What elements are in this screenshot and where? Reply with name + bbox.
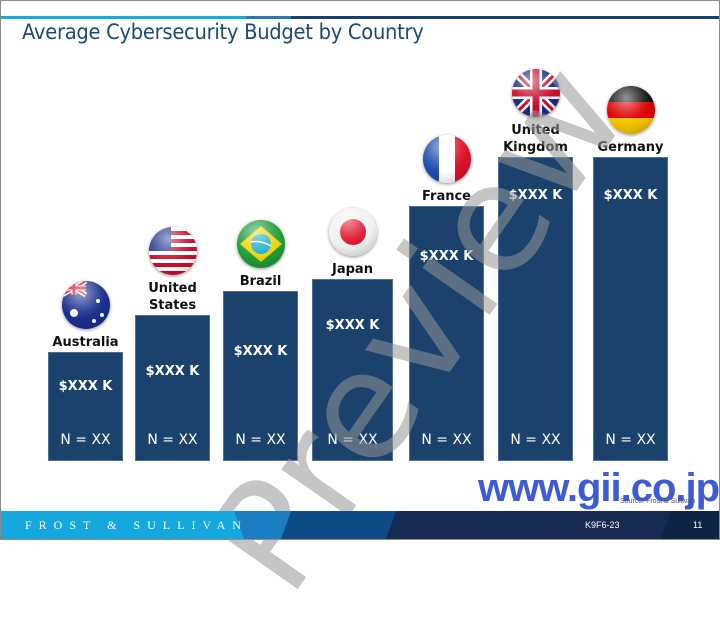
category-label: France [421, 189, 471, 204]
source-note: Source: Frost & Sullivan [620, 498, 696, 505]
data-label: $XXX K [508, 188, 563, 203]
bar-united-states: $XXX K N = XX [135, 315, 210, 461]
footer-segment [280, 511, 397, 539]
category-label: United States [148, 281, 197, 313]
bar-france: $XXX K N = XX [409, 206, 484, 461]
category-label: Brazil [239, 274, 282, 289]
france-flag-icon [422, 135, 471, 183]
category-label: United Kingdom [503, 123, 568, 155]
footer-bar: FROST & SULLIVAN K9F6-23 11 [1, 511, 719, 539]
slide-title: Average Cybersecurity Budget by Country [22, 20, 424, 44]
us-flag-icon [148, 227, 197, 275]
page-number: 11 [693, 520, 703, 530]
bar-brazil: $XXX K N = XX [223, 291, 298, 461]
data-label: $XXX K [419, 249, 474, 264]
data-label: $XXX K [145, 364, 200, 379]
top-accent-line [1, 16, 719, 19]
sample-size-label: N = XX [510, 432, 561, 448]
bar-australia: $XXX K N = XX [48, 352, 123, 461]
australia-flag-icon [61, 281, 110, 329]
japan-flag-icon [328, 208, 377, 256]
footer-segment [1, 511, 256, 539]
footer-segment [660, 511, 719, 539]
brand-logo: FROST & SULLIVAN [25, 518, 248, 532]
bar-chart: $XXX K N = XX Australia $XXX K N = XX United S… [48, 69, 668, 461]
site-watermark: www.gii.co.jp [478, 466, 720, 510]
data-label: $XXX K [233, 344, 288, 359]
bar-united-kingdom: $XXX K N = XX [498, 157, 573, 461]
bar-japan: $XXX K N = XX [312, 279, 393, 461]
sample-size-label: N = XX [60, 432, 111, 448]
sample-size-label: N = XX [235, 432, 286, 448]
sample-size-label: N = XX [421, 432, 472, 448]
germany-flag-icon [606, 86, 655, 134]
sample-size-label: N = XX [327, 432, 378, 448]
bar-germany: $XXX K N = XX [593, 157, 668, 461]
data-label: $XXX K [325, 318, 380, 333]
category-label: Japan [332, 262, 373, 277]
data-label: $XXX K [58, 379, 113, 394]
uk-flag-icon [511, 69, 560, 117]
report-code: K9F6-23 [585, 520, 620, 530]
sample-size-label: N = XX [605, 432, 656, 448]
category-label: Australia [52, 335, 119, 350]
sample-size-label: N = XX [147, 432, 198, 448]
data-label: $XXX K [603, 188, 658, 203]
category-label: Germany [597, 140, 664, 155]
brazil-flag-icon [236, 220, 285, 268]
